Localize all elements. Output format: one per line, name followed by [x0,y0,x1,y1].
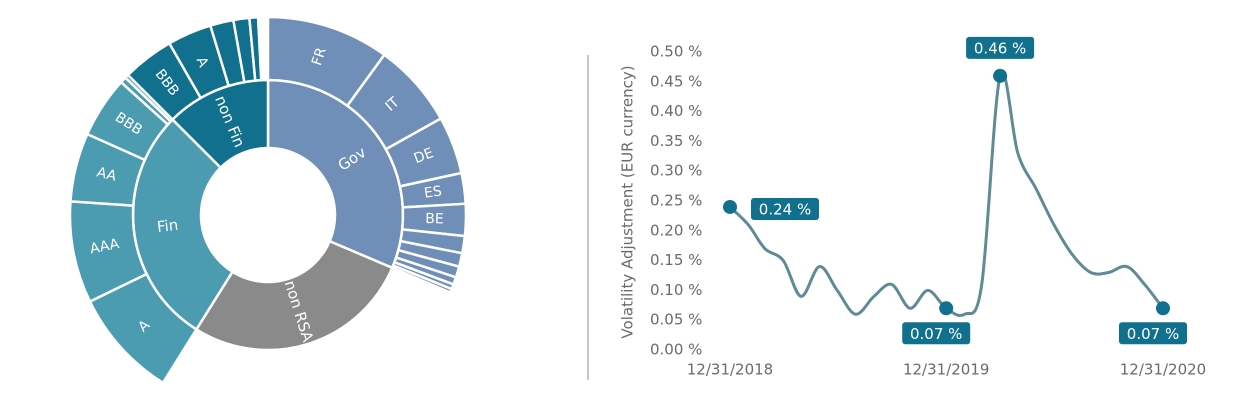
y-axis-label: Volatility Adjustment (EUR currency) [619,65,637,338]
point-marker [993,68,1008,83]
y-tick-label: 0.25 % [650,192,702,210]
label-box [902,322,971,345]
sunburst-segment [248,15,263,82]
y-tick-label: 0.20 % [650,221,702,239]
y-tick-label: 0.50 % [650,43,702,61]
segment-label: AAA [89,236,121,257]
point-marker [1156,301,1170,316]
segment-label: AA [95,164,118,184]
segment-label: FR [309,45,330,67]
x-tick-label: 12/31/2020 [1120,361,1206,379]
label-box [1119,322,1187,345]
y-tick-label: 0.35 % [650,132,702,150]
label-box [751,197,819,220]
label-box [966,36,1035,59]
y-tick-label: 0.15 % [650,251,702,269]
segment-label: DE [412,145,436,167]
y-tick-label: 0.45 % [650,72,702,90]
segment-label: BE [425,211,444,227]
segment-label: Fin [156,216,179,236]
point-marker [723,199,737,214]
y-tick-label: 0.10 % [650,281,702,299]
line [728,70,1165,318]
segment-label: ES [423,183,443,201]
point-marker [939,301,954,316]
y-tick-label: 0.00 % [650,341,702,359]
value-label: 0.07 % [910,325,962,343]
y-tick-label: 0.40 % [650,102,702,120]
value-label: 0.24 % [759,200,811,218]
sunburst-segment [194,239,394,352]
y-tick-label: 0.05 % [650,311,702,329]
y-tick-label: 0.30 % [650,162,702,180]
x-tick-label: 12/31/2019 [903,361,989,379]
x-tick-label: 12/31/2018 [687,361,773,379]
value-label: 0.46 % [974,39,1026,57]
value-label: 0.07 % [1127,325,1179,343]
